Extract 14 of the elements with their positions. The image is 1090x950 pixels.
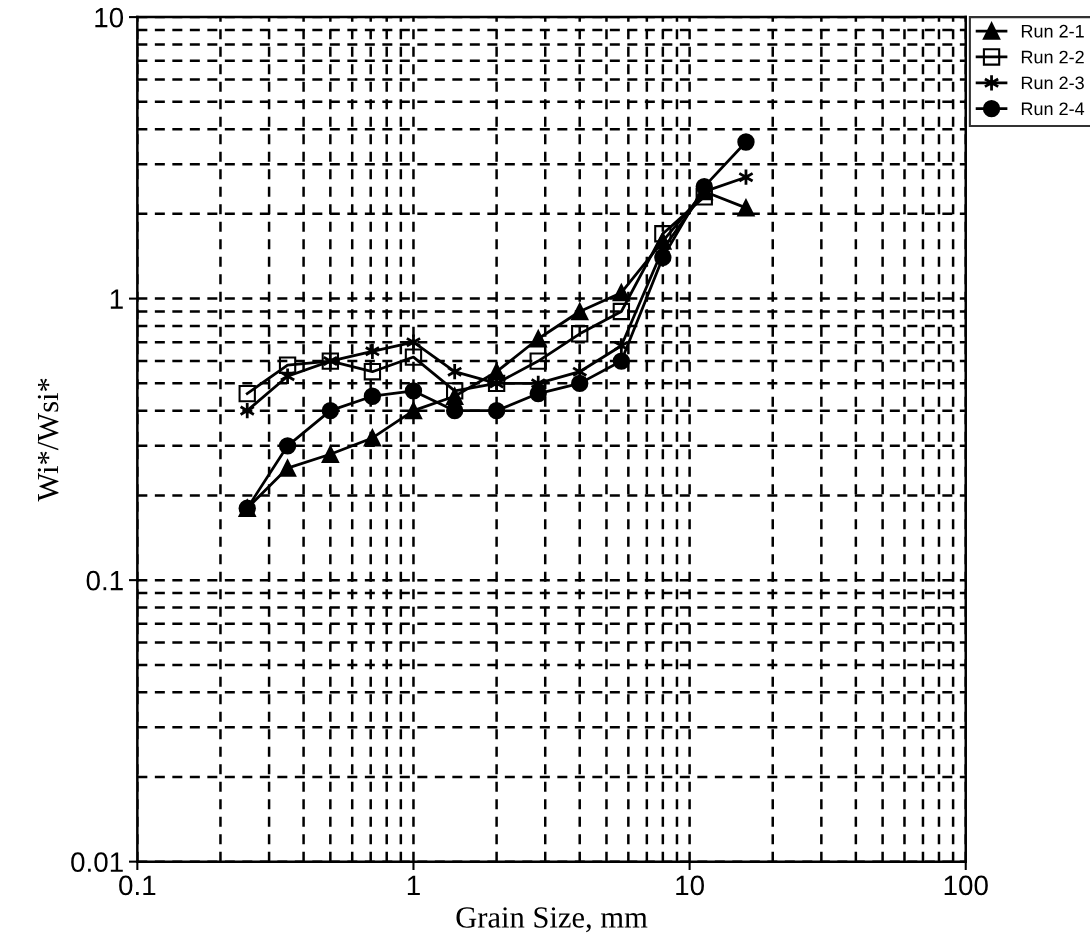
x-tick-label: 10 [676, 875, 704, 896]
legend-label: Run 2-2 [1021, 50, 1084, 64]
x-tick-label: 1 [407, 875, 420, 895]
y-axis-title: Wi*/Wsi* [37, 378, 59, 502]
y-tick-label: 0.1 [86, 570, 123, 591]
y-tick-label: 0.01 [71, 852, 123, 872]
legend-label: Run 2-4 [1021, 102, 1085, 116]
legend-label: Run 2-3 [1021, 76, 1084, 90]
x-tick-label: 0.1 [119, 875, 156, 896]
x-tick-label: 100 [944, 875, 988, 896]
x-axis-title: Grain Size, mm [456, 907, 648, 933]
y-tick-label: 10 [95, 7, 124, 28]
y-tick-label: 1 [110, 289, 123, 309]
legend-label: Run 2-1 [1021, 24, 1084, 38]
